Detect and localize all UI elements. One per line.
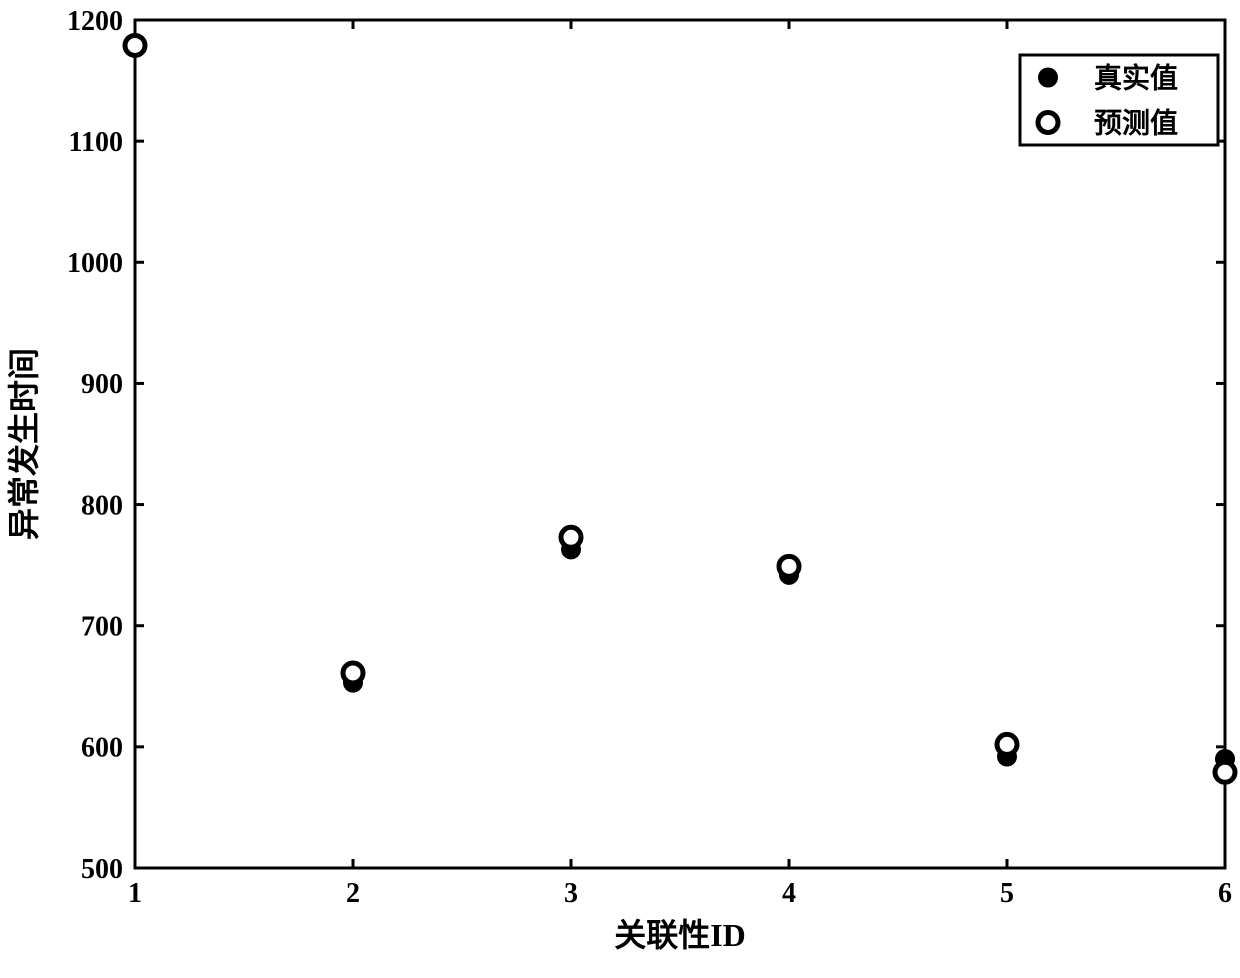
y-tick-label: 800 [81,490,123,521]
x-axis-label: 关联性ID [614,917,746,953]
y-tick-label: 900 [81,369,123,400]
marker-predicted [1215,762,1235,782]
marker-predicted [561,527,581,547]
legend-marker-actual [1038,68,1058,88]
y-axis-label: 异常发生时间 [6,348,42,540]
x-tick-label: 2 [346,878,360,909]
x-tick-label: 3 [564,878,578,909]
y-tick-label: 1100 [69,127,123,158]
marker-predicted [997,734,1017,754]
marker-predicted [125,35,145,55]
marker-predicted [343,663,363,683]
marker-predicted [779,556,799,576]
legend-marker-predicted [1038,113,1058,133]
y-tick-label: 1200 [67,6,123,37]
y-tick-label: 700 [81,612,123,643]
scatter-chart: 1 2 3 4 5 6 500 600 700 800 900 1000 1100 1200 关联性ID 异常… [0,0,1240,978]
plot-area [135,20,1225,868]
x-tick-label: 4 [782,878,796,909]
x-tick-label: 1 [128,878,142,909]
legend-label-actual: 真实值 [1094,61,1178,94]
legend-label-predicted: 预测值 [1094,107,1178,139]
x-tick-label: 6 [1218,878,1232,909]
y-tick-label: 500 [81,854,123,885]
x-tick-label: 5 [1000,878,1014,909]
y-tick-label: 1000 [67,248,123,279]
chart-svg: 1 2 3 4 5 6 500 600 700 800 900 1000 1100 1200 关联性ID 异常… [0,0,1240,978]
y-tick-label: 600 [81,733,123,764]
